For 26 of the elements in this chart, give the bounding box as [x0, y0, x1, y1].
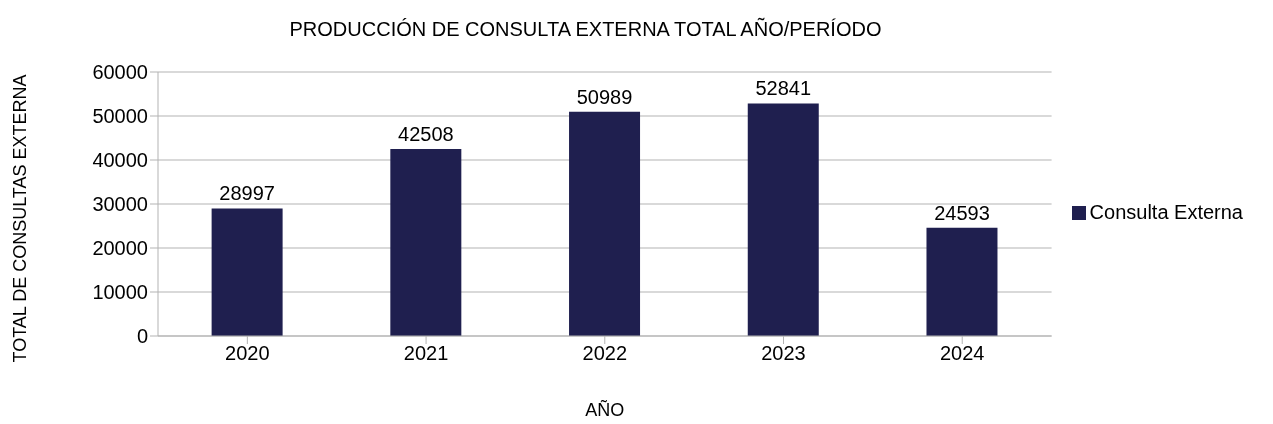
data-label: 24593 [934, 201, 990, 224]
x-axis-title: AÑO [585, 399, 625, 420]
y-tick-label: 50000 [92, 105, 148, 128]
bar [211, 208, 283, 336]
data-label: 28997 [219, 182, 275, 205]
x-tick-label: 2023 [761, 342, 806, 365]
y-tick-label: 60000 [92, 61, 148, 84]
x-tick-label: 2020 [225, 342, 270, 365]
y-tick-label: 30000 [92, 193, 148, 216]
y-tick-label: 0 [136, 325, 148, 348]
y-tick-label: 10000 [92, 281, 148, 304]
legend-label: Consulta Externa [1089, 200, 1243, 223]
data-label: 50989 [576, 85, 633, 108]
bar [569, 111, 641, 336]
data-label: 52841 [755, 77, 812, 100]
x-tick-label: 2024 [939, 342, 985, 365]
data-label: 42508 [398, 122, 454, 145]
x-tick-label: 2022 [582, 342, 628, 365]
y-axis-title: TOTAL DE CONSULTAS EXTERNA [9, 73, 31, 365]
chart-title: PRODUCCIÓN DE CONSULTA EXTERNA TOTAL AÑO/PERÍODO [288, 18, 883, 41]
bar [747, 103, 819, 336]
y-tick-label: 40000 [92, 149, 148, 172]
bar [926, 227, 998, 336]
bar [390, 148, 462, 336]
y-tick-label: 20000 [92, 237, 148, 260]
x-tick-label: 2021 [403, 342, 449, 365]
